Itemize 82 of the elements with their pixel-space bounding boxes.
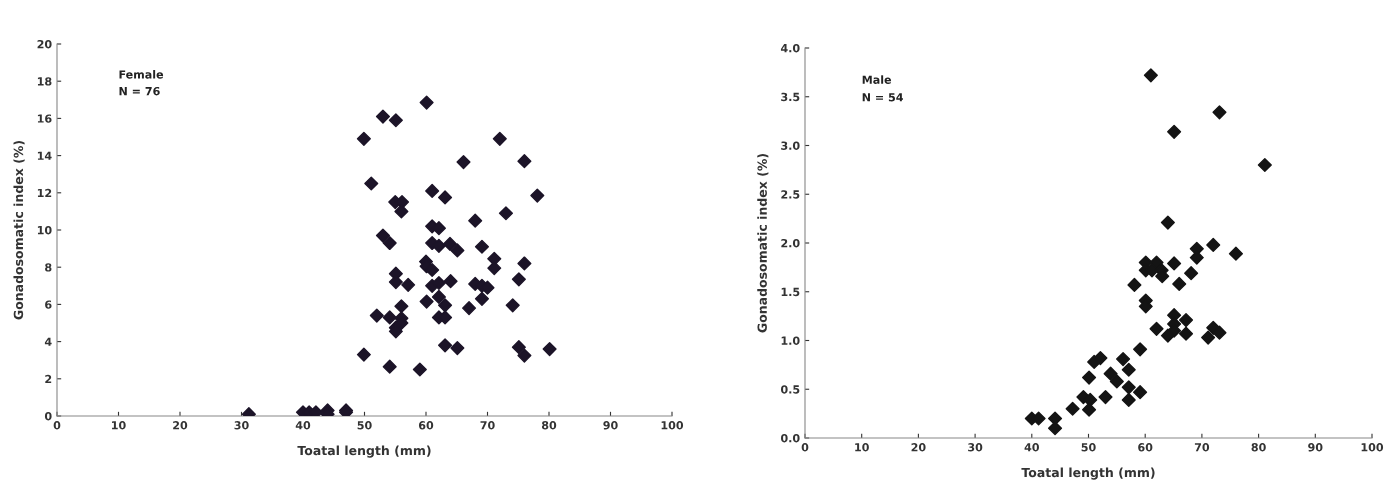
point bbox=[1212, 325, 1227, 340]
y-tick-label: 0.5 bbox=[780, 385, 800, 394]
x-tick-label: 30 bbox=[968, 443, 983, 452]
x-tick-label: 20 bbox=[173, 421, 188, 430]
point bbox=[1121, 392, 1136, 408]
y-axis-title: Gonadosomatic index (%) bbox=[13, 140, 25, 320]
y-tick-label: 1.5 bbox=[781, 287, 800, 297]
point bbox=[1109, 374, 1124, 389]
y-tick-label: 2 bbox=[45, 374, 52, 384]
point bbox=[1082, 370, 1097, 385]
y-axis-title: Gonadosomatic index (%) bbox=[757, 153, 769, 333]
x-tick-label: 70 bbox=[1194, 443, 1210, 452]
annotation: N = 76 bbox=[119, 86, 160, 96]
x-tick-label: 50 bbox=[1081, 443, 1096, 452]
point bbox=[1149, 321, 1164, 336]
x-tick-label: 0 bbox=[53, 421, 61, 430]
point bbox=[1184, 266, 1199, 281]
x-tick-label: 10 bbox=[855, 443, 869, 452]
y-tick-label: 0.0 bbox=[780, 433, 800, 443]
y-tick-label: 16 bbox=[37, 114, 52, 123]
x-tick-label: 90 bbox=[1308, 443, 1323, 452]
annotation: N = 54 bbox=[862, 93, 903, 102]
y-tick-label: 8 bbox=[45, 263, 52, 272]
y-tick-label: 14 bbox=[37, 151, 52, 160]
point bbox=[1103, 366, 1118, 381]
y-tick-label: 20 bbox=[37, 39, 52, 49]
y-tick-label: 2.0 bbox=[781, 238, 800, 248]
y-tick-label: 10 bbox=[37, 225, 52, 235]
point bbox=[1172, 276, 1187, 292]
point bbox=[1178, 312, 1194, 328]
y-tick-label: 0 bbox=[44, 411, 52, 421]
x-tick-label: 80 bbox=[1251, 443, 1266, 452]
x-tick-label: 70 bbox=[480, 421, 495, 430]
point bbox=[1160, 215, 1175, 230]
point bbox=[1228, 246, 1243, 261]
point bbox=[1133, 342, 1148, 357]
point bbox=[1098, 389, 1113, 405]
x-tick-label: 40 bbox=[1024, 443, 1039, 452]
point bbox=[1178, 326, 1194, 341]
point bbox=[1127, 277, 1142, 292]
point bbox=[1160, 328, 1175, 343]
point bbox=[1167, 256, 1182, 271]
y-tick-label: 2.5 bbox=[781, 190, 800, 199]
point bbox=[1206, 237, 1221, 253]
x-tick-label: 60 bbox=[418, 421, 434, 430]
point bbox=[1143, 68, 1158, 83]
point bbox=[1212, 105, 1227, 120]
y-tick-label: 12 bbox=[37, 188, 52, 198]
annotation: Male bbox=[862, 75, 892, 84]
y-tick-label: 18 bbox=[37, 77, 52, 86]
point bbox=[1116, 351, 1131, 367]
x-tick-label: 80 bbox=[541, 421, 557, 430]
x-tick-label: 0 bbox=[801, 443, 809, 452]
y-tick-label: 3.5 bbox=[781, 92, 800, 102]
point bbox=[1201, 330, 1216, 345]
point bbox=[1047, 421, 1063, 436]
y-tick-label: 1.0 bbox=[781, 336, 800, 345]
point bbox=[1167, 124, 1182, 139]
x-tick-label: 100 bbox=[661, 421, 684, 430]
y-tick-label: 4 bbox=[44, 337, 52, 346]
y-tick-label: 6 bbox=[45, 300, 52, 309]
x-tick-label: 30 bbox=[234, 421, 249, 430]
point bbox=[1065, 401, 1080, 416]
x-tick-label: 20 bbox=[911, 443, 926, 452]
point bbox=[1121, 362, 1136, 377]
x-axis-title: Toatal length (mm) bbox=[1021, 467, 1155, 480]
x-tick-label: 60 bbox=[1138, 443, 1153, 452]
x-tick-label: 50 bbox=[357, 421, 372, 430]
point bbox=[1121, 380, 1136, 395]
point bbox=[1093, 350, 1108, 366]
point bbox=[1133, 385, 1148, 400]
point bbox=[1257, 157, 1272, 173]
x-tick-label: 10 bbox=[112, 421, 126, 430]
x-axis-title: Toatal length (mm) bbox=[297, 445, 431, 458]
point bbox=[1082, 402, 1097, 417]
annotation: Female bbox=[119, 70, 164, 79]
point bbox=[1083, 392, 1098, 408]
x-tick-label: 40 bbox=[295, 421, 311, 430]
x-tick-label: 90 bbox=[603, 421, 618, 430]
x-tick-label: 100 bbox=[1361, 443, 1384, 452]
y-tick-label: 4.0 bbox=[780, 43, 800, 53]
y-tick-label: 3.0 bbox=[781, 141, 800, 150]
